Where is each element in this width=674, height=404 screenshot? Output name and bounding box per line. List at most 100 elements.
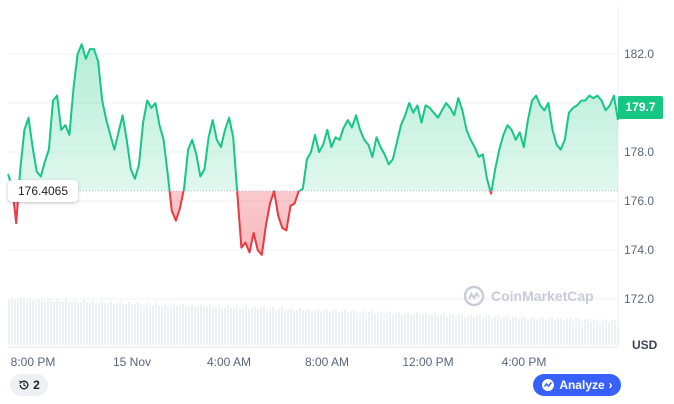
volume-bar [203,307,205,345]
volume-bar [134,304,136,345]
volume-bar [347,312,349,345]
history-button[interactable]: 2 [10,374,48,396]
area-below-reference [12,191,492,255]
volume-bar [374,313,376,345]
volume-bar [212,307,214,345]
volume-bar [383,313,385,345]
analyze-icon [542,379,555,391]
volume-bar [233,307,235,345]
volume-bar [587,318,589,345]
volume-bar [551,317,553,345]
x-tick-label: 8:00 AM [305,355,349,369]
volume-bar [524,316,526,345]
volume-bar [116,303,118,345]
volume-bar [8,299,10,345]
volume-bar [506,315,508,345]
volume-bar [386,312,388,345]
volume-bar [422,313,424,345]
volume-bar [350,311,352,345]
volume-bar [281,307,283,345]
volume-bar [404,313,406,345]
volume-bar [491,317,493,345]
volume-bar [272,307,274,345]
volume-bar [17,300,19,345]
x-tick-label: 12:00 PM [402,355,453,369]
volume-bar [467,315,469,345]
volume-bar [470,314,472,345]
volume-bar [68,301,70,345]
volume-bar [92,300,94,345]
volume-bar [194,306,196,345]
volume-bar [191,304,193,345]
volume-bar [263,306,265,345]
volume-bar [26,300,28,345]
volume-bar [278,309,280,345]
volume-bar [521,317,523,345]
volume-bar [560,317,562,345]
volume-bar [362,310,364,345]
chevron-right-icon: › [608,378,613,392]
volume-bar [311,311,313,345]
volume-bar [197,306,199,345]
volume-bar [101,300,103,345]
volume-bar [611,320,613,345]
volume-bar [515,316,517,345]
volume-bar [545,319,547,345]
price-line-up [7,43,619,192]
last-price-badge: 179.7 [618,96,663,119]
volume-bar [608,322,610,345]
watermark: CoinMarketCap [463,285,594,307]
volume-bar [578,318,580,345]
volume-bar [530,317,532,345]
volume-bar [293,310,295,345]
volume-bar [359,311,361,345]
volume-bar [572,320,574,345]
volume-bar [377,312,379,345]
volume-bar [230,308,232,345]
volume-bar [32,300,34,345]
volume-bar [143,304,145,345]
volume-bar [296,309,298,345]
volume-bar [173,303,175,345]
volume-bar [425,312,427,345]
volume-bar [185,306,187,345]
volume-bar [416,312,418,345]
volume-bar [287,309,289,345]
volume-bar [533,316,535,345]
volume-bar [452,313,454,345]
volume-bar [320,311,322,345]
volume-bar [590,321,592,345]
volume-bar [365,313,367,345]
watermark-text: CoinMarketCap [491,288,594,304]
volume-bar [434,313,436,345]
y-tick-label: 174.0 [624,243,654,257]
volume-bar [227,305,229,345]
volume-bar [323,310,325,345]
currency-label: USD [632,338,658,352]
volume-bar [119,301,121,345]
volume-bar [476,315,478,345]
volume-bar [401,314,403,345]
area-above-reference [8,44,618,192]
volume-bar [368,311,370,345]
volume-bar [596,319,598,345]
volume-bar [260,308,262,345]
coinmarketcap-logo-icon [463,285,485,307]
volume-bar [179,305,181,345]
volume-bar [14,299,16,345]
volume-bar [458,314,460,345]
volume-bars [8,297,619,345]
analyze-button[interactable]: Analyze › [533,374,621,396]
volume-bar [437,315,439,345]
volume-bar [152,304,154,345]
volume-bar [497,315,499,345]
volume-bar [527,319,529,345]
volume-bar [239,308,241,345]
y-tick-label: 176.0 [624,194,654,208]
volume-bar [410,314,412,345]
volume-bar [344,309,346,345]
volume-bar [536,319,538,345]
x-tick-label: 15 Nov [113,355,151,369]
volume-bar [41,300,43,345]
